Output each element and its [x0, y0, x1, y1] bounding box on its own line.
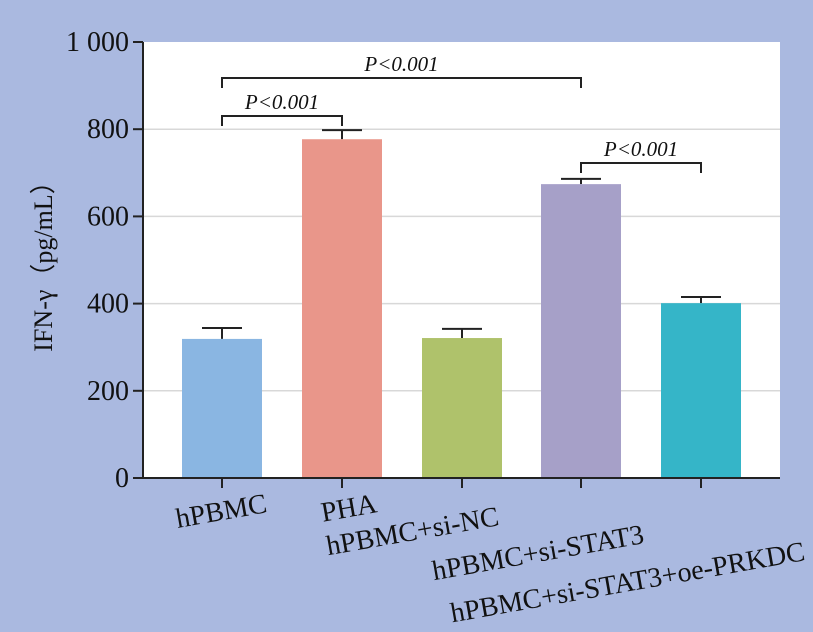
- y-tick-label: 400: [87, 289, 129, 320]
- y-tick-label: 200: [87, 376, 129, 407]
- bar: [182, 338, 262, 478]
- y-axis-title: IFN-γ（pg/mL）: [29, 168, 58, 351]
- significance-label: P<0.001: [603, 137, 678, 161]
- y-tick-label: 800: [87, 114, 129, 145]
- bar: [661, 303, 741, 478]
- bar: [302, 139, 382, 478]
- bar: [541, 184, 621, 479]
- significance-bracket: [580, 162, 702, 173]
- significance-label: P<0.001: [363, 52, 438, 76]
- y-tick-label: 600: [87, 201, 129, 232]
- y-tick-label: 1 000: [66, 27, 129, 58]
- bar: [422, 338, 502, 478]
- significance-bracket: [221, 115, 343, 126]
- significance-bracket: [221, 77, 582, 88]
- significance-label: P<0.001: [244, 90, 319, 114]
- y-tick-label: 0: [115, 463, 129, 494]
